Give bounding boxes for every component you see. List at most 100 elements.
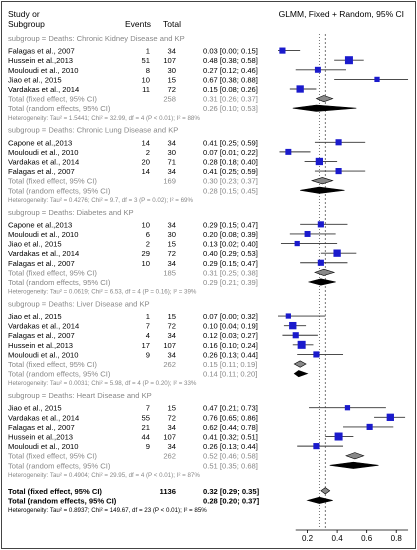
subgroup-heterogeneity: Heterogeneity: Tau² = 0.4904; Chi² = 29.… [8, 472, 200, 479]
study-square [289, 321, 297, 330]
overall-fixed-diamond [320, 487, 331, 495]
study-name: Hussein et al.,2013 [8, 341, 73, 350]
study-name: Jiao et al., 2015 [8, 75, 62, 84]
study-name: Jiao et al., 2015 [8, 312, 62, 321]
study-square [335, 168, 342, 175]
study-events: 1 [146, 312, 150, 321]
study-name: Vardakas et al., 2014 [8, 249, 79, 258]
study-total: 30 [168, 230, 176, 239]
overall-random-ci-text: 0.28 [0.20; 0.37] [203, 496, 260, 505]
study-total: 15 [168, 75, 176, 84]
study-total: 34 [168, 442, 176, 451]
subgroup-random-ci-text: 0.14 [0.11; 0.20] [203, 370, 257, 379]
study-total: 34 [168, 423, 176, 432]
study-name: Mouloudi et al., 2010 [8, 230, 79, 239]
study-name: Mouloudi et al., 2010 [8, 350, 79, 359]
study-square [313, 443, 320, 450]
study-events: 7 [146, 404, 150, 413]
study-total: 34 [168, 220, 176, 229]
overall-fixed-total: 1136 [160, 487, 176, 496]
table-header: Study or Subgroup Events Total GLMM, Fix… [8, 9, 404, 29]
study-events: 17 [142, 341, 150, 350]
study-square [279, 47, 286, 54]
subgroup-heterogeneity: Heterogeneity: Tau² = 0.0031; Chi² = 5.9… [8, 380, 197, 387]
study-total: 15 [168, 312, 176, 321]
study-events: 29 [142, 249, 150, 258]
study-ci-text: 0.16 [0.10; 0.24] [203, 341, 258, 350]
study-total: 34 [168, 138, 176, 147]
study-total: 34 [168, 350, 176, 359]
subgroup-label: subgroup = Deaths: Heart Disease and KP [8, 391, 152, 400]
study-ci-text: 0.20 [0.08; 0.39] [203, 230, 258, 239]
study-square [366, 423, 373, 430]
study-ci-text: 0.27 [0.12; 0.46] [203, 66, 258, 75]
study-square [317, 221, 324, 228]
study-ci-text: 0.28 [0.18; 0.40] [203, 157, 258, 166]
subgroup-random-label: Total (random effects, 95% CI) [8, 370, 111, 379]
x-tick-label: 0.2 [302, 534, 314, 543]
study-events: 44 [142, 433, 150, 442]
study-events: 1 [146, 47, 150, 56]
subgroup-random-label: Total (random effects, 95% CI) [8, 104, 111, 113]
study-ci-text: 0.29 [0.15; 0.47] [203, 259, 258, 268]
subgroup-random-ci-text: 0.51 [0.35; 0.68] [203, 461, 258, 470]
study-events: 20 [142, 157, 150, 166]
study-square [333, 249, 341, 257]
study-events: 9 [146, 350, 150, 359]
study-total: 107 [163, 433, 176, 442]
x-tick-label: 0.6 [361, 534, 373, 543]
study-ci-text: 0.48 [0.38; 0.58] [203, 56, 258, 65]
study-square [296, 85, 304, 93]
subgroup-fixed-diamond [310, 177, 334, 185]
subgroup-fixed-total: 262 [163, 452, 176, 461]
study-events: 10 [142, 75, 150, 84]
subgroup-fixed-total: 185 [163, 268, 176, 277]
subgroup-random-ci-text: 0.28 [0.15; 0.45] [203, 186, 258, 195]
subgroup-random-diamond [300, 186, 345, 194]
study-events: 14 [142, 138, 150, 147]
study-ci-text: 0.41 [0.25; 0.59] [203, 167, 258, 176]
study-total: 71 [168, 157, 176, 166]
subgroup-fixed-ci-text: 0.31 [0.26; 0.37] [203, 95, 258, 104]
subgroup-fixed-diamond [293, 360, 307, 368]
study-name: Hussein et al.,2013 [8, 433, 73, 442]
subgroup-heterogeneity: Heterogeneity: Tau² = 0.4276; Chi² = 9.7… [8, 197, 193, 204]
study-name: Mouloudi et al., 2010 [8, 148, 79, 157]
subgroup-column-header: Subgroup [8, 19, 45, 29]
subgroup-fixed-ci-text: 0.52 [0.46; 0.58] [203, 452, 258, 461]
study-total: 34 [168, 47, 176, 56]
study-ci-text: 0.26 [0.13; 0.44] [203, 350, 258, 359]
overall-fixed-label: Total (fixed effect, 95% CI) [8, 487, 102, 496]
study-name: Falagas et al., 2007 [8, 47, 75, 56]
study-ci-text: 0.41 [0.32; 0.51] [203, 433, 258, 442]
subgroup-fixed-ci-text: 0.30 [0.23; 0.37] [203, 177, 258, 186]
subgroup-random-ci-text: 0.26 [0.10; 0.53] [203, 104, 258, 113]
study-total: 107 [163, 341, 176, 350]
study-events: 2 [146, 240, 150, 249]
study-name: Mouloudi et al., 2010 [8, 66, 79, 75]
study-ci-text: 0.67 [0.38; 0.88] [203, 75, 258, 84]
study-ci-text: 0.13 [0.02; 0.40] [203, 240, 258, 249]
study-square [294, 240, 300, 247]
subgroup-fixed-label: Total (fixed effect, 95% CI) [8, 360, 97, 369]
study-events: 7 [146, 322, 150, 331]
study-ci-text: 0.62 [0.44; 0.78] [203, 423, 258, 432]
study-total: 72 [168, 322, 176, 331]
study-name: Falagas et al., 2007 [8, 259, 75, 268]
study-total: 72 [168, 85, 176, 94]
study-square [285, 313, 291, 319]
study-square [334, 432, 343, 441]
subgroup-heterogeneity: Heterogeneity: Tau² = 0.0619; Chi² = 6.5… [8, 289, 197, 296]
subgroup-fixed-label: Total (fixed effect, 95% CI) [8, 95, 97, 104]
subgroup-random-label: Total (random effects, 95% CI) [8, 461, 111, 470]
subgroup-fixed-label: Total (fixed effect, 95% CI) [8, 452, 97, 461]
overall-random-diamond [306, 496, 333, 504]
total-column-header: Total [163, 19, 181, 29]
model-column-header: GLMM, Fixed + Random, 95% CI [279, 9, 404, 19]
study-square [344, 405, 351, 411]
study-total: 15 [168, 240, 176, 249]
subgroup-fixed-diamond [315, 95, 334, 103]
study-ci-text: 0.40 [0.29; 0.53] [203, 249, 258, 258]
study-ci-text: 0.07 [0.01; 0.22] [203, 148, 258, 157]
